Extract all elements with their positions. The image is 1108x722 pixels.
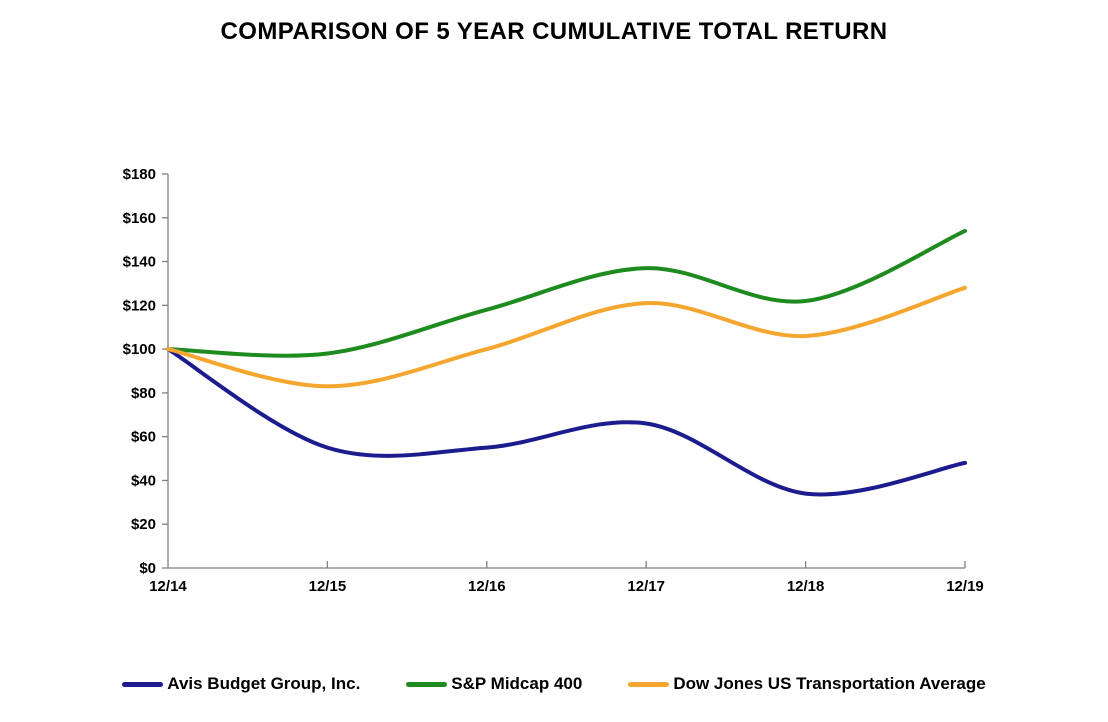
x-tick-label: 12/17 [627, 578, 665, 595]
y-tick-label: $20 [131, 516, 156, 533]
x-tick-label: 12/19 [946, 578, 984, 595]
legend-line-icon-dow-jones [628, 681, 670, 687]
axes [167, 174, 965, 569]
y-tick-label: $40 [131, 472, 156, 489]
x-tick-label: 12/14 [149, 578, 187, 595]
x-axis-ticks: 12/14 12/15 12/16 12/17 12/18 12/19 [149, 561, 984, 595]
y-tick-label: $80 [131, 385, 156, 402]
legend: Avis Budget Group, Inc. S&P Midcap 400 D… [0, 674, 1108, 694]
series-line-0 [166, 347, 967, 497]
y-tick-label: $180 [123, 166, 156, 183]
series-line-2 [166, 285, 967, 389]
y-tick-label: $120 [123, 297, 156, 314]
legend-label-dow-jones: Dow Jones US Transportation Average [673, 674, 986, 693]
series-line-1 [166, 228, 967, 358]
legend-line-icon-avis [122, 681, 164, 687]
x-tick-label: 12/16 [468, 578, 506, 595]
legend-item-sp-midcap-400: S&P Midcap 400 [406, 674, 582, 694]
legend-item-dow-jones-transportation: Dow Jones US Transportation Average [628, 674, 986, 694]
y-tick-label: $0 [139, 560, 156, 577]
y-tick-label: $100 [123, 341, 156, 358]
legend-label-avis: Avis Budget Group, Inc. [167, 674, 361, 693]
x-tick-label: 12/15 [309, 578, 347, 595]
y-tick-label: $60 [131, 429, 156, 446]
legend-label-sp-midcap: S&P Midcap 400 [451, 674, 583, 693]
chart-title: COMPARISON OF 5 YEAR CUMULATIVE TOTAL RE… [220, 18, 888, 45]
legend-item-avis-budget-group: Avis Budget Group, Inc. [122, 674, 360, 694]
legend-line-icon-sp-midcap [406, 681, 448, 687]
y-axis-ticks: $0 $20 $40 $60 $80 $100 $120 $140 $160 $180 [123, 166, 168, 577]
series-lines [166, 228, 967, 497]
y-tick-label: $160 [123, 210, 156, 227]
x-tick-label: 12/18 [787, 578, 825, 595]
y-tick-label: $140 [123, 254, 156, 271]
